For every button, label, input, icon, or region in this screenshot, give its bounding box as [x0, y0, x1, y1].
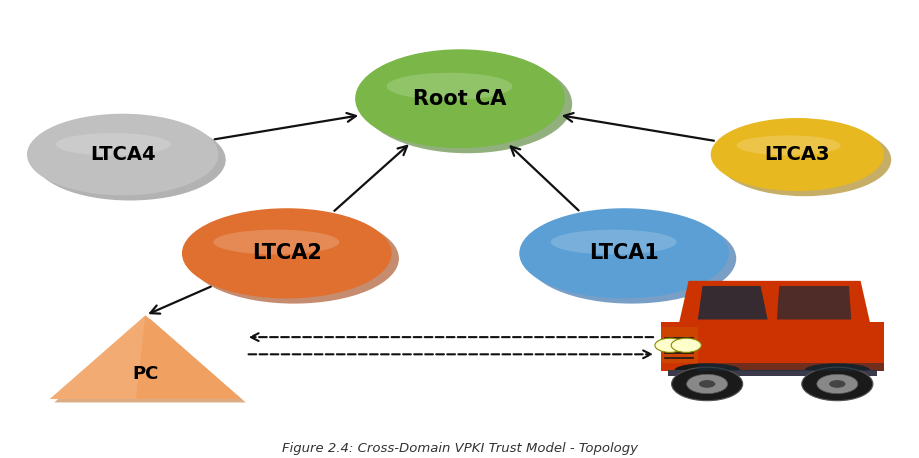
Ellipse shape	[56, 133, 170, 156]
Ellipse shape	[386, 73, 512, 100]
Ellipse shape	[182, 208, 391, 299]
Polygon shape	[660, 322, 883, 371]
Ellipse shape	[213, 229, 339, 255]
Polygon shape	[776, 286, 850, 320]
Polygon shape	[698, 286, 766, 320]
Circle shape	[828, 380, 845, 388]
Circle shape	[801, 367, 872, 401]
Ellipse shape	[189, 213, 399, 304]
Circle shape	[671, 338, 700, 352]
Text: PC: PC	[132, 365, 158, 383]
Circle shape	[686, 374, 727, 393]
Polygon shape	[54, 319, 245, 403]
Polygon shape	[698, 363, 883, 371]
Ellipse shape	[674, 363, 739, 376]
Ellipse shape	[518, 208, 728, 299]
Circle shape	[698, 380, 715, 388]
Ellipse shape	[550, 229, 675, 255]
Polygon shape	[667, 370, 876, 376]
Text: Root CA: Root CA	[413, 89, 506, 109]
Ellipse shape	[34, 119, 225, 201]
Ellipse shape	[362, 55, 572, 153]
Ellipse shape	[804, 363, 869, 376]
Ellipse shape	[736, 136, 840, 155]
Polygon shape	[660, 327, 698, 363]
Polygon shape	[50, 315, 145, 399]
Polygon shape	[50, 315, 241, 399]
Ellipse shape	[27, 114, 218, 196]
Ellipse shape	[710, 118, 883, 191]
Ellipse shape	[526, 213, 735, 304]
Text: Figure 2.4: Cross-Domain VPKI Trust Model - Topology: Figure 2.4: Cross-Domain VPKI Trust Mode…	[282, 442, 637, 455]
Polygon shape	[678, 281, 869, 322]
Circle shape	[816, 374, 857, 393]
Text: LTCA4: LTCA4	[90, 145, 155, 164]
Ellipse shape	[717, 123, 891, 196]
Circle shape	[654, 338, 685, 352]
Circle shape	[671, 367, 742, 401]
Text: LTCA1: LTCA1	[588, 243, 658, 263]
Text: LTCA3: LTCA3	[764, 145, 829, 164]
Text: LTCA2: LTCA2	[252, 243, 322, 263]
Ellipse shape	[355, 49, 564, 148]
